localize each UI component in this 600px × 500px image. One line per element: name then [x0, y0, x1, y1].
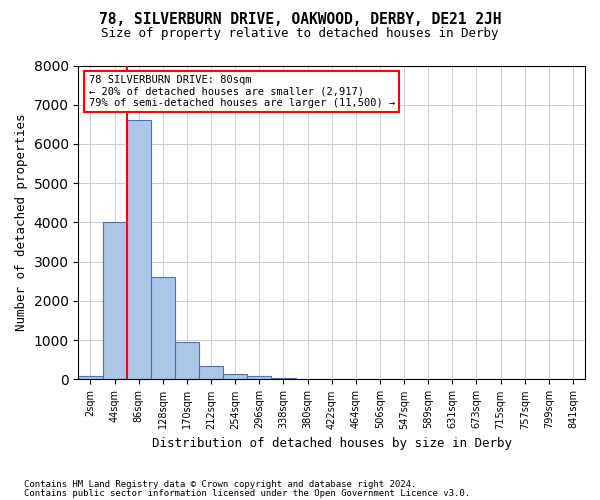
Text: 78 SILVERBURN DRIVE: 80sqm
← 20% of detached houses are smaller (2,917)
79% of s: 78 SILVERBURN DRIVE: 80sqm ← 20% of deta… [89, 75, 395, 108]
Bar [223, 374, 247, 380]
Bar [79, 376, 103, 380]
Bar [296, 379, 320, 380]
X-axis label: Distribution of detached houses by size in Derby: Distribution of detached houses by size … [152, 437, 512, 450]
Bar [103, 222, 127, 380]
Bar [199, 366, 223, 380]
Text: Contains HM Land Registry data © Crown copyright and database right 2024.: Contains HM Land Registry data © Crown c… [24, 480, 416, 489]
Bar [151, 278, 175, 380]
Text: Contains public sector information licensed under the Open Government Licence v3: Contains public sector information licen… [24, 489, 470, 498]
Bar [127, 120, 151, 380]
Y-axis label: Number of detached properties: Number of detached properties [15, 114, 28, 331]
Bar [271, 378, 296, 380]
Bar [175, 342, 199, 380]
Text: 78, SILVERBURN DRIVE, OAKWOOD, DERBY, DE21 2JH: 78, SILVERBURN DRIVE, OAKWOOD, DERBY, DE… [99, 12, 501, 28]
Bar [247, 376, 271, 380]
Text: Size of property relative to detached houses in Derby: Size of property relative to detached ho… [101, 28, 499, 40]
